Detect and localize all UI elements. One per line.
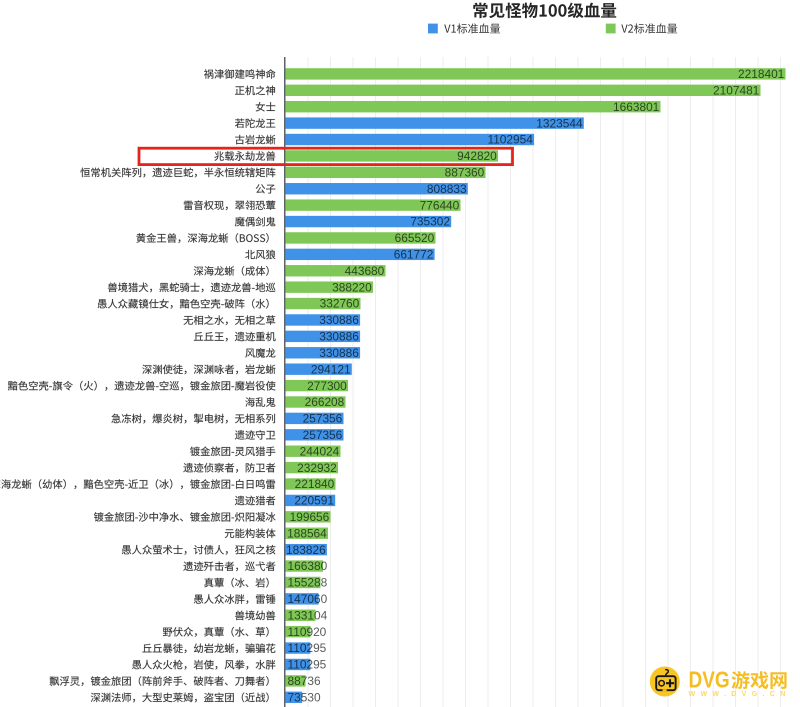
svg-text:808833: 808833: [427, 182, 467, 196]
svg-text:110295: 110295: [288, 658, 327, 672]
svg-text:244024: 244024: [300, 444, 340, 458]
svg-text:266208: 266208: [305, 395, 345, 409]
svg-text:257356: 257356: [303, 412, 343, 426]
svg-text:330886: 330886: [319, 330, 359, 344]
svg-text:232932: 232932: [297, 461, 337, 475]
svg-text:DVG: DVG: [689, 666, 730, 692]
svg-text:73530: 73530: [288, 690, 321, 704]
svg-text:220591: 220591: [294, 494, 334, 508]
svg-text:199656: 199656: [290, 510, 330, 524]
svg-text:735302: 735302: [410, 215, 450, 229]
svg-text:776440: 776440: [420, 198, 460, 212]
svg-text:294121: 294121: [311, 362, 351, 376]
svg-text:155288: 155288: [288, 576, 328, 590]
svg-text:110920: 110920: [288, 625, 327, 639]
svg-text:332760: 332760: [320, 297, 360, 311]
svg-text:1663801: 1663801: [613, 100, 660, 114]
svg-text:330886: 330886: [319, 313, 359, 327]
svg-text:1323544: 1323544: [536, 116, 583, 130]
svg-text:277300: 277300: [307, 379, 347, 393]
svg-text:942820: 942820: [457, 149, 497, 163]
svg-text:221840: 221840: [295, 477, 335, 491]
svg-text:257356: 257356: [303, 428, 343, 442]
svg-text:WWW.DVG.CN: WWW.DVG.CN: [689, 691, 791, 698]
svg-text:330886: 330886: [319, 346, 359, 360]
svg-text:388220: 388220: [332, 280, 372, 294]
svg-text:88736: 88736: [288, 674, 321, 688]
svg-text:665520: 665520: [395, 231, 435, 245]
svg-text:2107481: 2107481: [713, 83, 760, 97]
svg-text:110295: 110295: [288, 641, 327, 655]
svg-text:166380: 166380: [288, 559, 328, 573]
svg-text:147060: 147060: [288, 592, 328, 606]
svg-text:183826: 183826: [286, 543, 326, 557]
svg-text:887360: 887360: [445, 165, 485, 179]
svg-text:661772: 661772: [394, 248, 434, 262]
svg-text:188564: 188564: [287, 526, 327, 540]
svg-text:133104: 133104: [288, 608, 328, 622]
svg-text:2218401: 2218401: [738, 67, 785, 81]
svg-text:443680: 443680: [345, 264, 385, 278]
svg-text:1102954: 1102954: [487, 133, 533, 147]
